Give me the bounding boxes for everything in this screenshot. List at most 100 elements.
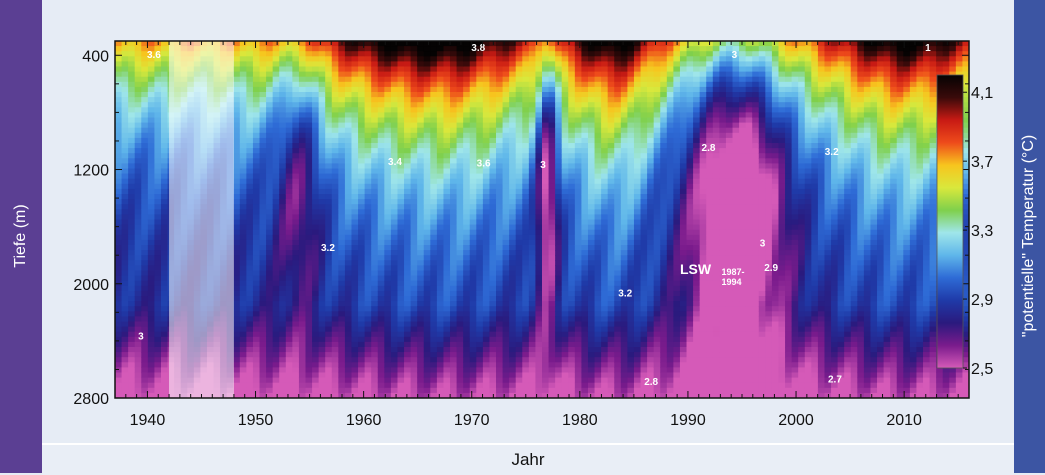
heatmap-cell [528, 270, 537, 277]
heatmap-cell [252, 260, 261, 266]
heatmap-cell [292, 97, 300, 103]
heatmap-cell [463, 224, 471, 231]
heatmap-cell [522, 102, 530, 108]
heatmap-cell [528, 71, 537, 78]
heatmap-cell [509, 224, 517, 231]
heatmap-cell [463, 352, 471, 358]
heatmap-cell [344, 132, 353, 139]
heatmap-cell [423, 275, 431, 282]
heatmap-cell [239, 245, 247, 251]
heatmap-cell [528, 183, 537, 190]
heatmap-cell [154, 204, 162, 210]
heatmap-cell [371, 265, 379, 272]
heatmap-cell [463, 357, 471, 363]
heatmap-cell [115, 265, 123, 272]
heatmap-cell [423, 321, 431, 328]
heatmap-cell [410, 194, 418, 200]
heatmap-cell [555, 290, 563, 297]
heatmap-cell [489, 255, 497, 261]
heatmap-cell [246, 194, 254, 200]
heatmap-cell [430, 341, 438, 348]
heatmap-cell [246, 66, 254, 73]
heatmap-cell [561, 372, 569, 379]
heatmap-cell [338, 260, 346, 266]
heatmap-cell [515, 132, 523, 139]
heatmap-cell [581, 137, 589, 144]
heatmap-cell [561, 347, 569, 353]
heatmap-cell [456, 372, 464, 379]
heatmap-cell [390, 367, 399, 374]
heatmap-cell [259, 347, 267, 353]
heatmap-cell [404, 107, 412, 113]
heatmap-cell [450, 178, 458, 185]
heatmap-cell [272, 260, 280, 266]
heatmap-cell [305, 61, 313, 68]
heatmap-cell [239, 214, 247, 221]
heatmap-cell [312, 178, 320, 185]
heatmap-cell [325, 316, 333, 323]
heatmap-cell [325, 219, 333, 226]
heatmap-cell [535, 92, 543, 98]
heatmap-cell [141, 97, 149, 103]
heatmap-cell [568, 265, 576, 272]
heatmap-cell [246, 132, 254, 139]
heatmap-cell [482, 229, 491, 236]
heatmap-cell [147, 285, 156, 292]
heatmap-cell [568, 56, 576, 62]
heatmap-cell [489, 219, 497, 226]
heatmap-cell [456, 270, 464, 277]
heatmap-cell [252, 51, 261, 57]
heatmap-cell [450, 102, 458, 108]
heatmap-cell [233, 392, 241, 398]
heatmap-cell [266, 224, 274, 231]
heatmap-cell [450, 265, 458, 272]
heatmap-cell [390, 387, 399, 394]
heatmap-cell [574, 46, 583, 52]
heatmap-cell [147, 387, 156, 394]
heatmap-cell [542, 265, 550, 272]
heatmap-cell [312, 209, 320, 215]
heatmap-cell [542, 352, 550, 358]
heatmap-cell [456, 321, 464, 328]
heatmap-cell [404, 224, 412, 231]
heatmap-cell [469, 270, 477, 277]
heatmap-cell [502, 122, 510, 129]
heatmap-cell [430, 76, 438, 83]
heatmap-cell [528, 367, 537, 374]
heatmap-cell [417, 183, 425, 190]
heatmap-cell [128, 367, 136, 374]
heatmap-cell [134, 204, 142, 210]
heatmap-cell [496, 296, 504, 302]
heatmap-cell [469, 341, 477, 348]
heatmap-cell [312, 127, 320, 134]
heatmap-cell [325, 306, 333, 312]
heatmap-cell [115, 255, 123, 261]
heatmap-cell [141, 66, 149, 73]
heatmap-cell [436, 387, 445, 394]
heatmap-cell [272, 178, 280, 185]
heatmap-cell [266, 341, 274, 348]
heatmap-cell [410, 250, 418, 256]
heatmap-cell [121, 224, 129, 231]
heatmap-cell [568, 275, 576, 282]
heatmap-cell [318, 214, 326, 221]
heatmap-cell [266, 132, 274, 139]
heatmap-cell [430, 316, 438, 323]
heatmap-cell [469, 122, 477, 129]
heatmap-cell [312, 270, 320, 277]
heatmap-cell [390, 188, 399, 195]
heatmap-cell [115, 245, 123, 251]
heatmap-cell [528, 168, 537, 175]
heatmap-cell [371, 51, 379, 57]
heatmap-cell [292, 127, 300, 134]
heatmap-cell [436, 367, 445, 374]
heatmap-cell [515, 143, 523, 149]
heatmap-cell [509, 336, 517, 343]
heatmap-cell [344, 347, 353, 353]
heatmap-cell [535, 153, 543, 159]
heatmap-cell [522, 239, 530, 246]
heatmap-cell [404, 56, 412, 62]
heatmap-cell [568, 183, 576, 190]
heatmap-cell [292, 321, 300, 328]
heatmap-cell [555, 46, 563, 52]
